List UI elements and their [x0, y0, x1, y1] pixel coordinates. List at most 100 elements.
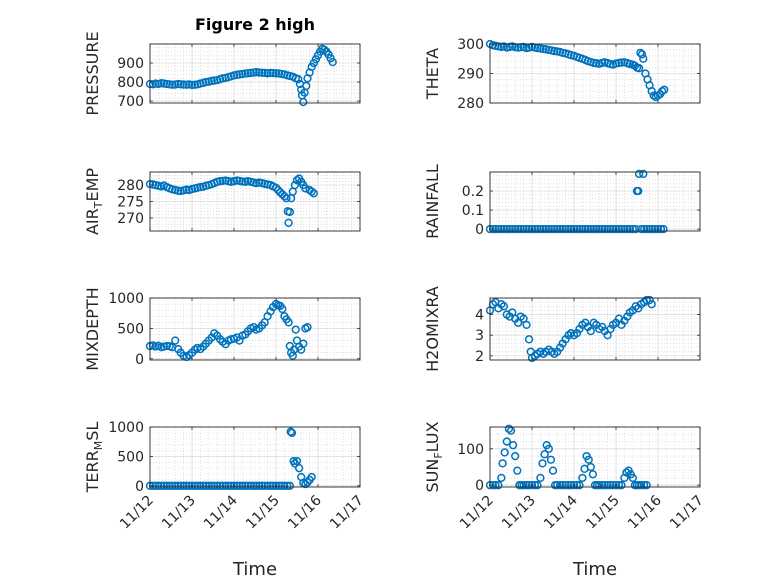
data-point	[637, 481, 646, 490]
y-axis-label: MIXDEPTH	[83, 287, 102, 370]
data-point	[292, 456, 302, 466]
y-axis-label: RAINFALL	[423, 164, 442, 239]
data-point	[550, 46, 559, 56]
data-point	[603, 481, 612, 490]
data-point	[320, 45, 329, 54]
data-point	[260, 68, 269, 78]
data-point	[246, 68, 255, 78]
data-point	[586, 224, 595, 234]
figure-title: Figure 2 high	[195, 15, 315, 34]
data-point	[586, 462, 595, 472]
data-point	[606, 324, 615, 334]
data-point	[204, 481, 213, 490]
data-point	[566, 224, 576, 234]
data-point	[603, 224, 612, 234]
grid	[150, 43, 360, 103]
data-point	[201, 481, 211, 490]
data-point	[271, 183, 281, 192]
data-point	[301, 184, 310, 193]
x-tick-label: 11/17	[667, 493, 707, 533]
axes-background	[150, 44, 360, 103]
axes-box	[489, 171, 701, 232]
data-point	[546, 455, 556, 464]
y-tick-label: 275	[117, 195, 144, 211]
data-point	[625, 224, 635, 234]
data-point	[282, 194, 291, 203]
data-point	[505, 224, 514, 234]
y-tick-label: 280	[117, 178, 144, 194]
data-point	[648, 224, 657, 234]
data-point	[266, 481, 275, 490]
data-point	[600, 224, 609, 234]
data-point	[252, 68, 261, 77]
data-point	[575, 481, 584, 490]
data-point	[642, 295, 651, 305]
data-point	[544, 224, 553, 234]
y-tick-label: 290	[457, 67, 484, 83]
data-point	[196, 182, 205, 192]
data-point	[631, 224, 640, 234]
data-point	[173, 481, 183, 490]
data-point	[280, 481, 289, 490]
data-point	[287, 428, 297, 438]
data-point	[555, 224, 565, 234]
data-point	[246, 481, 255, 490]
data-point	[659, 224, 668, 234]
data-point	[606, 481, 615, 490]
data-point	[255, 68, 264, 77]
axes-box	[489, 297, 701, 361]
grid	[150, 426, 360, 487]
data-point	[238, 481, 247, 490]
data-point	[597, 322, 607, 332]
data-point	[623, 224, 632, 234]
data-point	[162, 79, 171, 89]
x-tick-label: 11/14	[541, 492, 581, 532]
data-point	[581, 318, 590, 327]
data-point	[274, 481, 284, 490]
data-point	[294, 464, 304, 473]
y-tick-label: 100	[457, 442, 484, 458]
data-point	[564, 481, 573, 490]
y-tick-label: 1000	[108, 420, 144, 436]
data-point	[533, 481, 542, 490]
data-point	[548, 466, 558, 475]
data-point	[637, 50, 647, 59]
data-point	[572, 328, 582, 338]
y-tick-label: 1000	[108, 291, 144, 307]
data-point	[502, 224, 511, 234]
data-point	[527, 224, 537, 234]
data-point	[550, 224, 559, 234]
data-point	[171, 481, 180, 490]
y-tick-label: 4	[475, 308, 484, 324]
subplot-rainfall: 0 0.1 0.2 RAINFALL	[423, 164, 701, 239]
data-point	[148, 481, 158, 490]
data-point	[235, 70, 244, 79]
data-point	[497, 473, 506, 483]
data-point	[595, 224, 604, 234]
data-point	[578, 473, 587, 483]
data-point	[488, 224, 498, 234]
data-point	[634, 64, 644, 73]
data-point	[539, 224, 548, 234]
data-point	[639, 224, 649, 234]
data-point	[263, 69, 272, 78]
data-point	[277, 481, 286, 490]
data-point	[176, 481, 185, 490]
data-point	[564, 224, 573, 234]
data-point	[639, 54, 648, 63]
data-point	[583, 224, 593, 234]
data-point	[285, 481, 295, 490]
data-series	[145, 427, 316, 490]
axes-box	[489, 426, 701, 488]
data-point	[286, 427, 295, 436]
x-axis-label: Time	[232, 559, 277, 580]
y-tick-label: 0.2	[462, 184, 484, 200]
data-point	[530, 224, 540, 234]
data-point	[290, 459, 300, 468]
data-point	[488, 481, 498, 490]
data-point	[179, 481, 188, 490]
data-point	[283, 481, 292, 490]
data-point	[193, 481, 202, 490]
y-tick-label: 0	[135, 352, 144, 368]
